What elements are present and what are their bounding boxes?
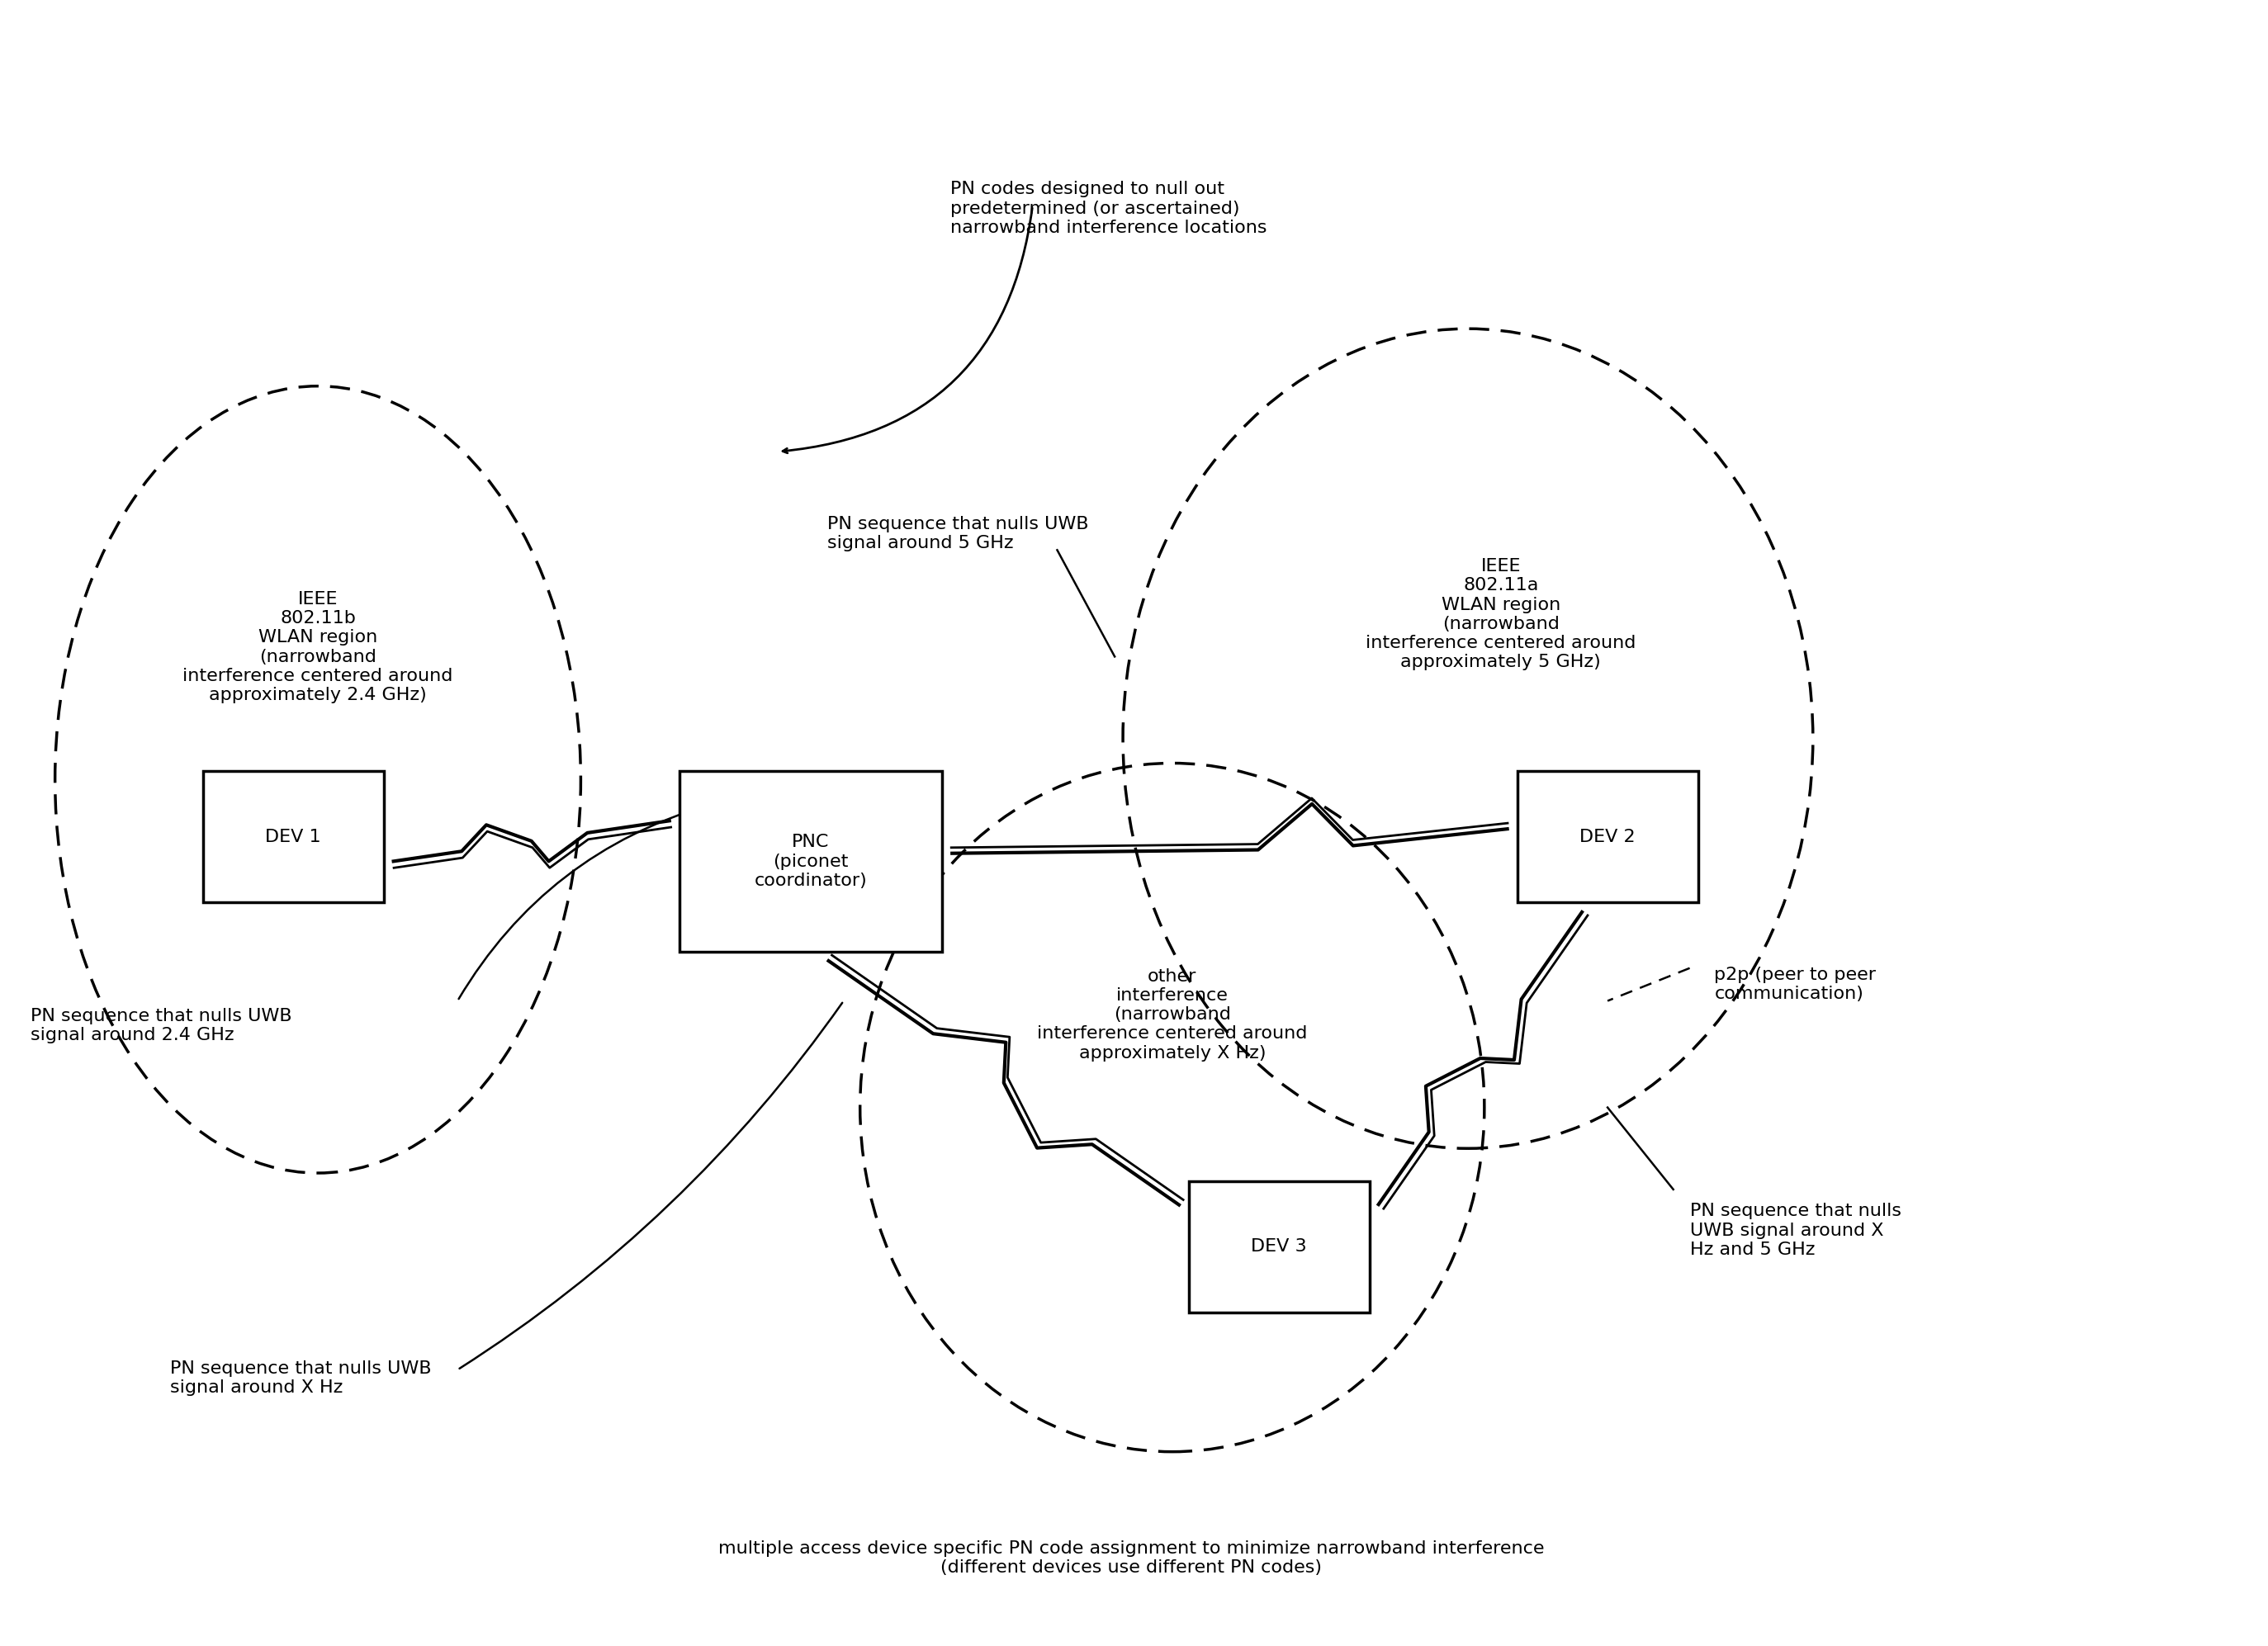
Bar (202, 772, 383, 902)
Text: IEEE
802.11b
WLAN region
(narrowband
interference centered around
approximately : IEEE 802.11b WLAN region (narrowband int… (184, 591, 454, 703)
Bar (1517, 772, 1699, 902)
Text: PN sequence that nulls UWB
signal around 2.4 GHz: PN sequence that nulls UWB signal around… (29, 1007, 293, 1044)
Text: PNC
(piconet
coordinator): PNC (piconet coordinator) (755, 835, 866, 889)
Text: multiple access device specific PN code assignment to minimize narrowband interf: multiple access device specific PN code … (719, 1541, 1545, 1577)
Bar (680, 772, 941, 951)
Text: DEV 1: DEV 1 (265, 828, 322, 844)
Text: DEV 3: DEV 3 (1252, 1238, 1306, 1254)
Text: PN codes designed to null out
predetermined (or ascertained)
narrowband interfer: PN codes designed to null out predetermi… (950, 181, 1268, 235)
Text: PN sequence that nulls
UWB signal around X
Hz and 5 GHz: PN sequence that nulls UWB signal around… (1690, 1203, 1901, 1258)
Text: other
interference
(narrowband
interference centered around
approximately X Hz): other interference (narrowband interfere… (1036, 968, 1306, 1062)
Text: PN sequence that nulls UWB
signal around 5 GHz: PN sequence that nulls UWB signal around… (828, 515, 1089, 551)
Text: PN sequence that nulls UWB
signal around X Hz: PN sequence that nulls UWB signal around… (170, 1360, 431, 1396)
Text: IEEE
802.11a
WLAN region
(narrowband
interference centered around
approximately : IEEE 802.11a WLAN region (narrowband int… (1365, 558, 1635, 670)
Text: DEV 2: DEV 2 (1579, 828, 1635, 844)
Bar (1188, 1182, 1370, 1312)
Text: p2p (peer to peer
communication): p2p (peer to peer communication) (1715, 966, 1876, 1002)
FancyArrowPatch shape (458, 805, 710, 999)
FancyArrowPatch shape (460, 1002, 841, 1368)
